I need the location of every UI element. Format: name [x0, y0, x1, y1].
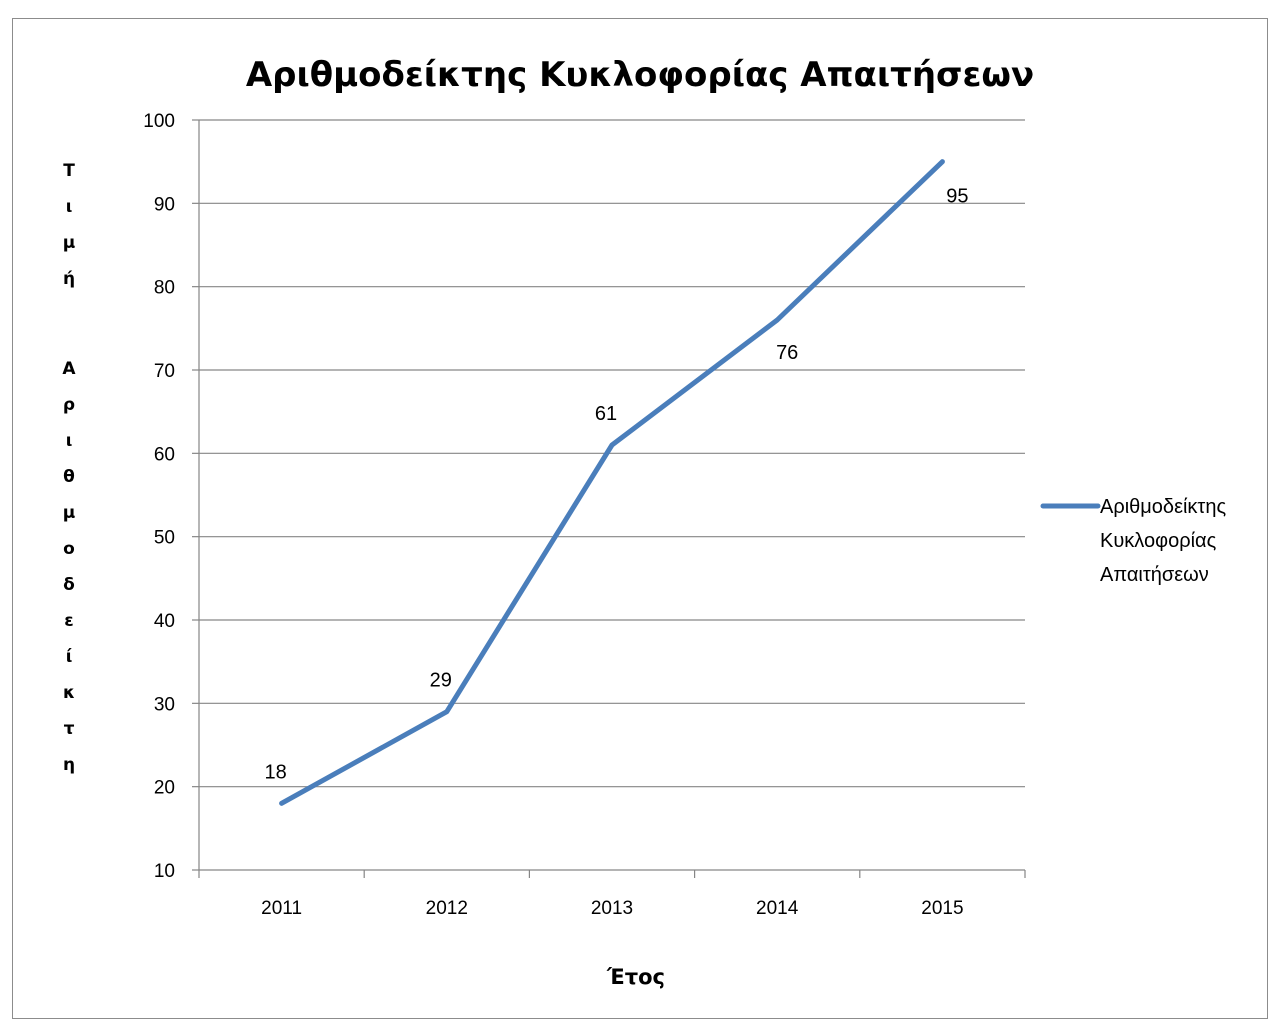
y-axis-label-char: ι	[66, 431, 73, 451]
y-axis-label-char: θ	[63, 467, 75, 487]
legend: Αριθμοδείκτης Κυκλοφορίας Απαιτήσεων	[1040, 496, 1226, 586]
y-tick-label: 50	[154, 528, 175, 549]
y-axis-label-char: τ	[64, 719, 75, 739]
legend-label: Αριθμοδείκτης Κυκλοφορίας Απαιτήσεων	[1100, 496, 1226, 586]
y-tick-label: 20	[154, 778, 175, 799]
y-tick-label: 40	[154, 611, 175, 632]
x-tick-label: 2012	[426, 898, 468, 919]
y-axis-label-char: ι	[66, 197, 73, 217]
y-tick-label: 70	[154, 361, 175, 382]
gridlines	[192, 119, 1025, 871]
x-axis-label: Έτος	[606, 965, 665, 989]
y-tick-label: 90	[154, 194, 175, 215]
data-label: 29	[430, 670, 452, 692]
y-axis-label-char: κ	[63, 683, 75, 703]
x-tick-label: 2011	[261, 898, 302, 919]
y-tick-label: 80	[154, 278, 175, 299]
y-axis-label-char: ε	[64, 611, 73, 631]
series-group	[279, 159, 945, 806]
data-label: 61	[595, 403, 617, 425]
y-axis-label-char: δ	[63, 575, 75, 595]
chart-frame	[12, 18, 1268, 1019]
chart-title: Αριθμοδείκτης Κυκλοφορίας Απαιτήσεων	[246, 55, 1034, 95]
x-tick-label: 2014	[756, 898, 799, 919]
y-axis-label-char: Α	[62, 359, 76, 379]
data-label: 18	[264, 761, 286, 783]
axes	[198, 120, 1026, 878]
y-axis-label-char: η	[63, 755, 75, 775]
x-tick-labels: 2011 2012 2013 2014 2015	[261, 898, 963, 919]
y-axis-label-char: μ	[63, 233, 76, 253]
y-tick-label: 60	[154, 444, 175, 465]
y-tick-labels: 10 20 30 40 50 60 70 80 90 100	[143, 111, 175, 882]
data-label: 95	[946, 186, 968, 208]
y-axis-label-char: μ	[63, 503, 76, 523]
y-tick-label: 30	[154, 694, 175, 715]
series-line	[279, 159, 945, 806]
y-axis-label-char: ί	[66, 647, 73, 667]
data-label: 76	[776, 342, 798, 364]
y-axis-label-char: ρ	[63, 395, 75, 415]
y-tick-label: 10	[154, 861, 175, 882]
y-tick-label: 100	[143, 111, 175, 132]
data-labels: 18 29 61 76 95	[264, 186, 968, 784]
x-tick-label: 2015	[921, 898, 963, 919]
y-axis-label-char: ή	[63, 269, 75, 289]
y-axis-label-char: ο	[63, 539, 75, 559]
x-tick-label: 2013	[591, 898, 633, 919]
y-axis-label-char: Τ	[63, 161, 75, 181]
